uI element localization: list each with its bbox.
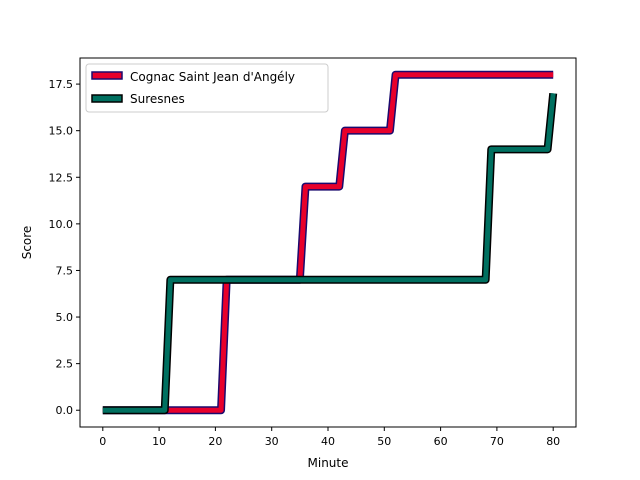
y-tick-label: 10.0 (49, 218, 74, 231)
y-tick-label: 17.5 (49, 78, 74, 91)
x-tick-label: 60 (434, 435, 448, 448)
x-tick-label: 30 (265, 435, 279, 448)
series-layer (102, 70, 558, 415)
x-tick-label: 20 (208, 435, 222, 448)
y-tick-label: 7.5 (56, 264, 74, 277)
y-tick-label: 0.0 (56, 404, 74, 417)
legend-label-cognac: Cognac Saint Jean d'Angély (130, 70, 295, 84)
y-tick-label: 5.0 (56, 311, 74, 324)
legend-label-suresnes: Suresnes (130, 92, 185, 106)
x-tick-label: 80 (546, 435, 560, 448)
x-tick-label: 50 (377, 435, 391, 448)
x-axis-label: Minute (308, 456, 349, 470)
x-tick-label: 40 (321, 435, 335, 448)
y-tick-label: 2.5 (56, 358, 74, 371)
legend: Cognac Saint Jean d'Angély Suresnes (85, 63, 329, 113)
x-axis-ticks: 0 10 20 30 40 50 60 70 80 (99, 427, 560, 448)
legend-swatch-cognac (91, 71, 123, 80)
legend-box (85, 63, 329, 113)
x-tick-label: 0 (99, 435, 106, 448)
y-tick-label: 15.0 (49, 125, 74, 138)
series-line-suresnes (102, 93, 556, 413)
series-line-cognac (102, 72, 554, 413)
x-tick-label: 10 (152, 435, 166, 448)
y-axis-ticks: 0.0 2.5 5.0 7.5 10.0 12.5 15.0 17.5 (49, 78, 80, 417)
y-axis-label: Score (20, 226, 34, 260)
y-tick-label: 12.5 (49, 171, 74, 184)
x-tick-label: 70 (490, 435, 504, 448)
legend-swatch-suresnes (91, 94, 123, 103)
